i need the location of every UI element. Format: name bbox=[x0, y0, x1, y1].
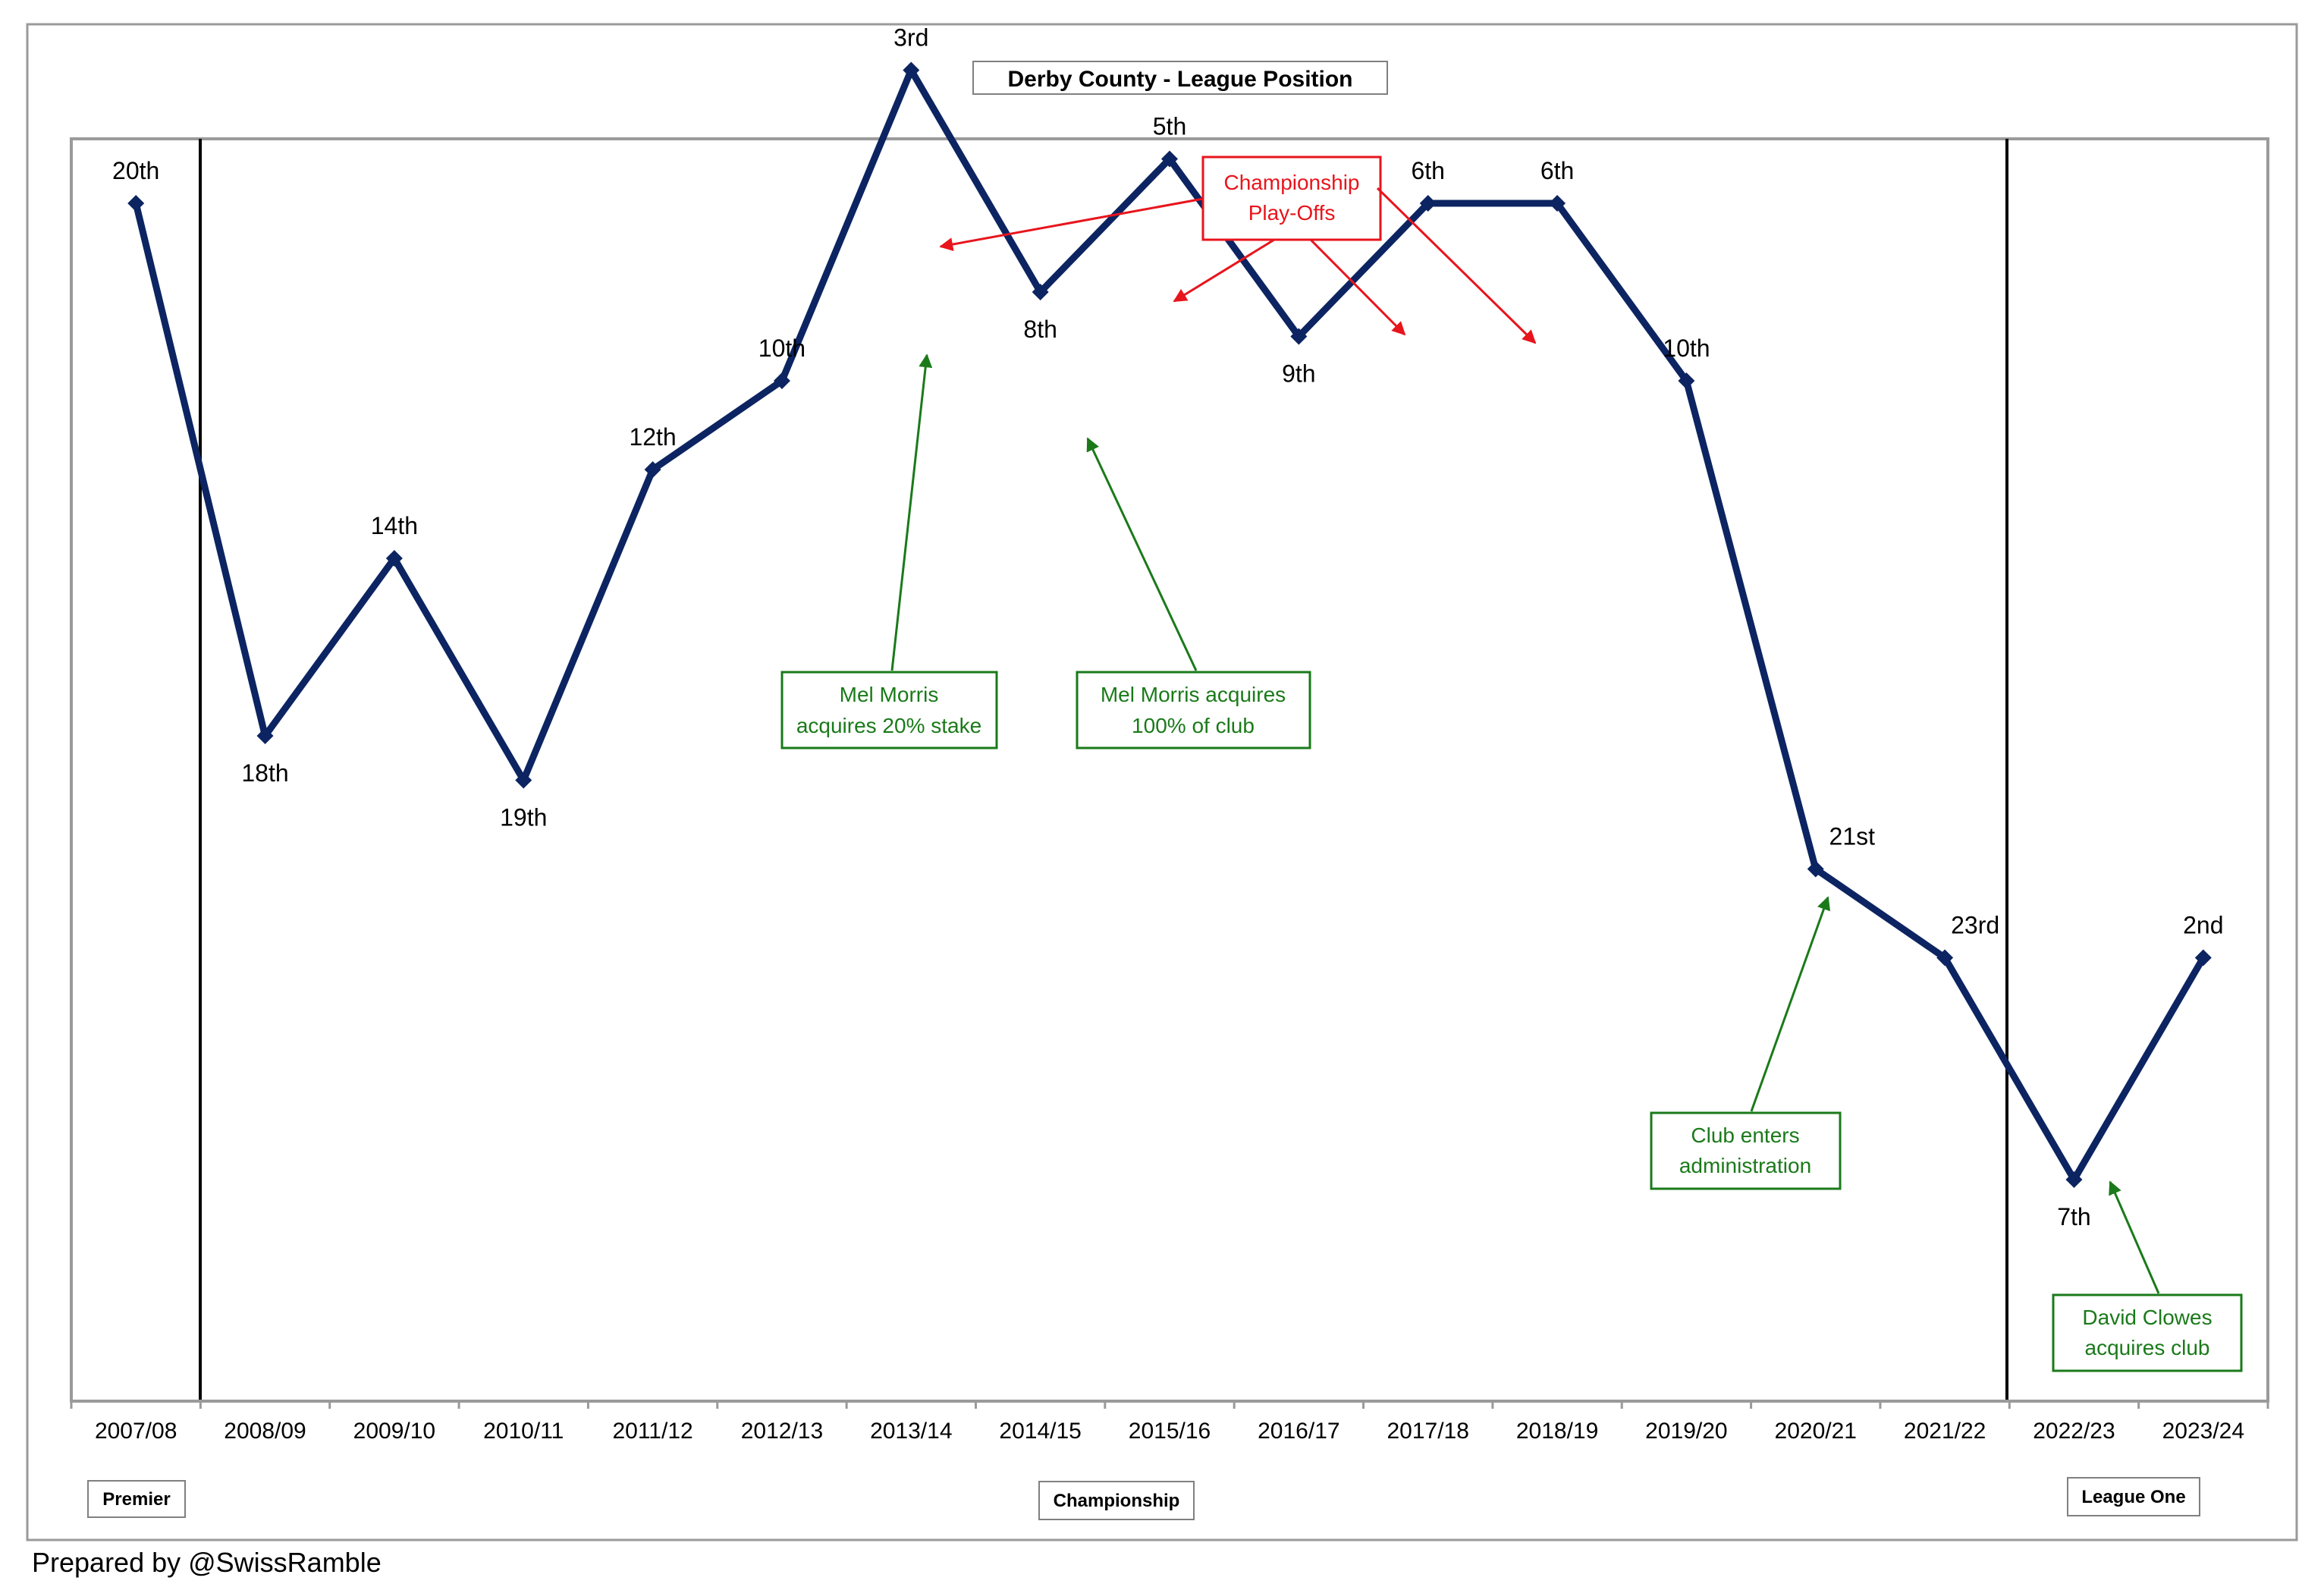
data-point-label: 2nd bbox=[2183, 912, 2223, 939]
event-box bbox=[1076, 671, 1311, 750]
event-arrow bbox=[1750, 896, 1831, 1112]
event-arrow bbox=[1086, 437, 1198, 671]
data-point-label: 3rd bbox=[893, 24, 928, 52]
chart-title: Derby County - League Position bbox=[1007, 67, 1352, 92]
data-point-label: 8th bbox=[1023, 316, 1057, 343]
x-tick-label: 2015/16 bbox=[1129, 1419, 1211, 1444]
event-box bbox=[1650, 1111, 1842, 1190]
data-point-label: 20th bbox=[112, 157, 159, 184]
x-tick-label: 2010/11 bbox=[483, 1419, 564, 1444]
x-tick-label: 2019/20 bbox=[1645, 1419, 1727, 1444]
x-tick-label: 2012/13 bbox=[741, 1419, 823, 1444]
division-label-text: Championship bbox=[1054, 1491, 1180, 1511]
data-point-marker bbox=[1807, 860, 1824, 878]
division-label-premier: Premier bbox=[87, 1480, 186, 1518]
event-david-clowes: David Clowes acquires club bbox=[2052, 1180, 2243, 1372]
chart-title-box: Derby County - League Position bbox=[972, 61, 1388, 95]
data-point-label: 21st bbox=[1829, 823, 1876, 850]
playoffs-label-line1: Championship bbox=[1224, 171, 1360, 194]
playoffs-arrow-3rd bbox=[939, 197, 1204, 251]
playoffs-arrow-5th bbox=[1173, 238, 1275, 303]
plot-area bbox=[70, 137, 2269, 1403]
event-administration: Club enters administration bbox=[1650, 896, 1842, 1190]
event-label-line1: Club enters bbox=[1691, 1123, 1799, 1147]
event-arrow bbox=[890, 354, 933, 671]
x-tick-label: 2023/24 bbox=[2162, 1419, 2244, 1444]
event-arrow bbox=[2109, 1180, 2160, 1294]
playoffs-annotation: Championship Play-Offs bbox=[939, 156, 1537, 344]
data-point-marker bbox=[903, 61, 920, 79]
data-point-marker bbox=[1419, 195, 1437, 212]
event-box bbox=[780, 671, 998, 750]
data-point-marker bbox=[1936, 949, 1954, 966]
playoffs-arrow-6th-a bbox=[1309, 238, 1406, 336]
x-tick-label: 2013/14 bbox=[870, 1419, 952, 1444]
data-point-marker bbox=[1290, 328, 1308, 345]
data-point-label: 23rd bbox=[1951, 912, 1999, 939]
data-point-marker bbox=[2065, 1171, 2083, 1188]
data-point-marker bbox=[385, 550, 403, 567]
playoffs-arrow-6th-b bbox=[1376, 187, 1537, 344]
data-point-marker bbox=[515, 772, 532, 789]
data-point-marker bbox=[1032, 284, 1049, 300]
event-label-line2: administration bbox=[1679, 1154, 1811, 1177]
division-label-text: League One bbox=[2081, 1487, 2185, 1507]
event-label-line2: 100% of club bbox=[1132, 714, 1255, 737]
data-point-marker bbox=[1678, 372, 1695, 389]
event-label-line1: Mel Morris bbox=[840, 683, 939, 706]
data-point-marker bbox=[127, 195, 145, 212]
data-point-label: 18th bbox=[241, 759, 288, 787]
x-tick-label: 2020/21 bbox=[1775, 1419, 1857, 1444]
league-position-series: 20th 18th 14th 19th 12th 10th 3rd 8th 5th 9th 6th 6… bbox=[112, 24, 2223, 1231]
data-point-label: 5th bbox=[1153, 113, 1186, 140]
x-tick-label: 2007/08 bbox=[95, 1419, 177, 1444]
data-point-marker bbox=[773, 372, 790, 389]
event-label-line2: acquires club bbox=[2085, 1336, 2210, 1359]
data-point-label: 12th bbox=[629, 423, 676, 451]
x-tick-label: 2014/15 bbox=[999, 1419, 1081, 1444]
data-point-label: 10th bbox=[1663, 335, 1710, 362]
event-mel-morris-100: Mel Morris acquires 100% of club bbox=[1076, 437, 1311, 750]
data-point-label: 6th bbox=[1411, 157, 1444, 184]
x-tick-label: 2017/18 bbox=[1387, 1419, 1468, 1444]
x-tick-label: 2011/12 bbox=[612, 1419, 692, 1444]
data-point-label: 10th bbox=[758, 335, 806, 362]
x-tick-label: 2009/10 bbox=[353, 1419, 435, 1444]
x-tick-label: 2022/23 bbox=[2033, 1419, 2115, 1444]
footer-credit: Prepared by @SwissRamble bbox=[32, 1547, 382, 1578]
data-point-label: 19th bbox=[500, 804, 547, 831]
event-label-line1: Mel Morris acquires bbox=[1101, 683, 1286, 706]
data-point-label: 9th bbox=[1282, 360, 1315, 388]
division-label-text: Premier bbox=[102, 1489, 170, 1510]
division-label-league-one: League One bbox=[2067, 1477, 2200, 1516]
x-tick-label: 2018/19 bbox=[1516, 1419, 1598, 1444]
x-axis: 2007/08 2008/09 2009/10 2010/11 2011/12 2012/… bbox=[70, 1400, 2269, 1444]
playoffs-box bbox=[1201, 156, 1382, 241]
event-mel-morris-20: Mel Morris acquires 20% stake bbox=[780, 354, 998, 750]
x-tick-label: 2016/17 bbox=[1258, 1419, 1339, 1444]
data-point-marker bbox=[644, 461, 661, 478]
event-box bbox=[2052, 1293, 2243, 1372]
event-label-line2: acquires 20% stake bbox=[796, 714, 981, 737]
data-point-marker bbox=[256, 728, 274, 744]
division-label-championship: Championship bbox=[1038, 1481, 1195, 1520]
data-point-marker bbox=[2194, 949, 2212, 966]
event-label-line1: David Clowes bbox=[2082, 1306, 2212, 1329]
playoffs-label-line2: Play-Offs bbox=[1248, 201, 1336, 225]
data-point-label: 6th bbox=[1540, 157, 1574, 184]
data-point-marker bbox=[1549, 195, 1566, 212]
data-point-label: 14th bbox=[371, 512, 418, 539]
outer-frame bbox=[26, 23, 2298, 1541]
data-point-marker bbox=[1161, 150, 1178, 168]
x-tick-label: 2008/09 bbox=[224, 1419, 306, 1444]
data-point-label: 7th bbox=[2057, 1203, 2090, 1230]
x-tick-label: 2021/22 bbox=[1904, 1419, 1986, 1444]
